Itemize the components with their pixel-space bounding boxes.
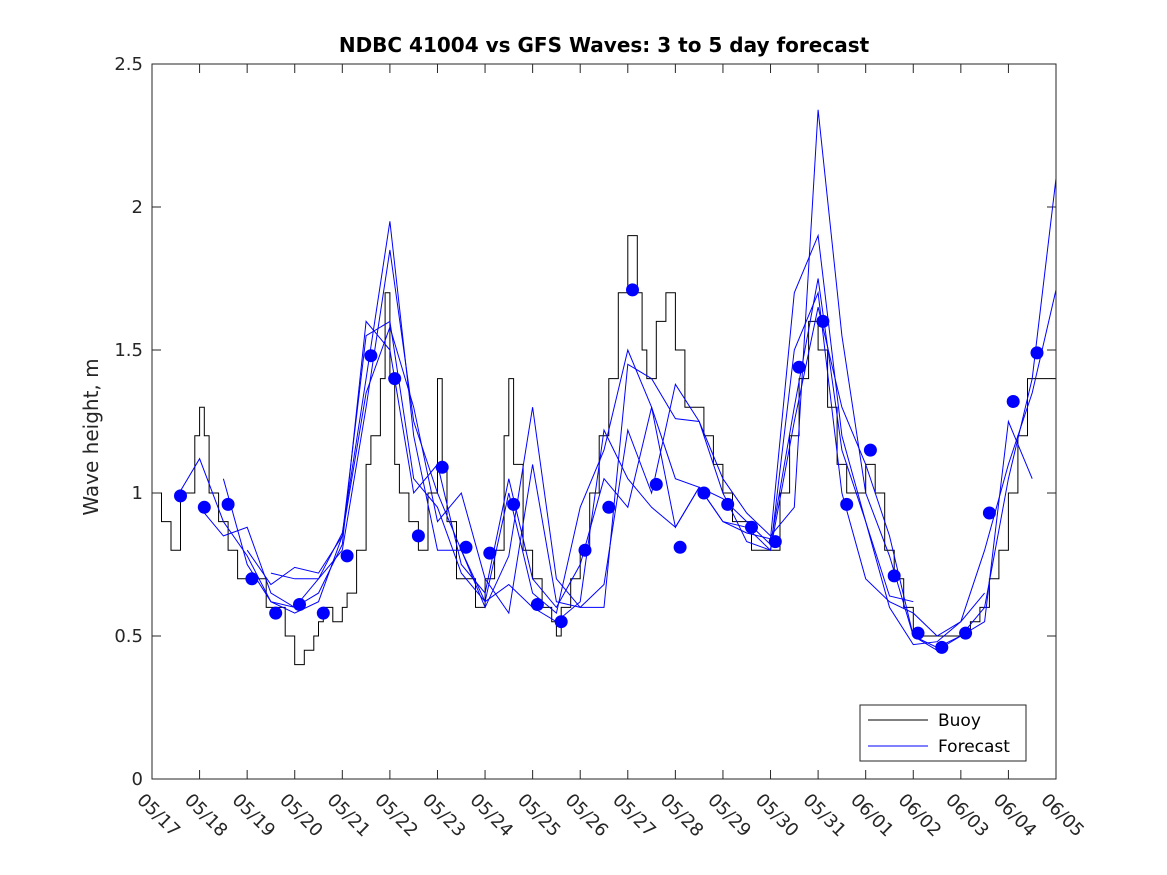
x-tick-label: 05/20 <box>275 790 327 842</box>
axes-layer <box>151 63 1057 780</box>
forecast-point <box>459 540 473 554</box>
x-tick-label: 05/31 <box>799 790 851 842</box>
forecast-point <box>673 540 687 554</box>
x-tick-label: 05/19 <box>228 790 280 842</box>
forecast-point <box>269 606 283 620</box>
forecast-point <box>1006 395 1020 408</box>
x-tick-label: 05/17 <box>132 790 184 842</box>
x-tick-label: 05/24 <box>466 790 518 842</box>
forecast-line-4 <box>222 290 985 637</box>
y-tick-label: 0.5 <box>114 626 143 647</box>
x-tick-label: 05/25 <box>513 790 565 842</box>
forecast-point <box>792 360 806 374</box>
forecast-point <box>649 477 663 491</box>
forecast-point <box>982 506 996 520</box>
forecast-point <box>174 489 187 503</box>
forecast-point <box>935 640 949 654</box>
chart-title: NDBC 41004 vs GFS Waves: 3 to 5 day fore… <box>339 33 870 57</box>
forecast-point <box>959 626 973 640</box>
forecast-point <box>293 598 306 611</box>
y-tick-label: 0 <box>132 769 143 790</box>
forecast-point <box>816 314 830 328</box>
legend-forecast-label: Forecast <box>938 737 1010 757</box>
forecast-line-5 <box>246 306 1033 651</box>
x-tick-label: 05/26 <box>561 790 613 842</box>
forecast-point <box>316 606 330 620</box>
forecast-point <box>721 497 735 511</box>
x-tick-label: 06/03 <box>941 790 993 842</box>
forecast-point <box>602 500 616 514</box>
x-tick-label: 05/27 <box>608 790 660 842</box>
forecast-point <box>530 598 544 611</box>
x-tick-label: 06/02 <box>894 790 946 842</box>
forecast-point <box>364 349 378 363</box>
forecast-point <box>483 546 497 560</box>
forecast-point <box>245 572 259 586</box>
x-tick-label: 05/28 <box>656 790 708 842</box>
x-tick-label: 06/05 <box>1036 790 1088 842</box>
forecast-point <box>863 443 877 457</box>
forecast-line-3 <box>199 109 1057 648</box>
forecast-point <box>197 500 211 514</box>
marker-layer <box>174 283 1044 654</box>
forecast-point <box>697 486 711 500</box>
forecast-point <box>768 535 782 549</box>
plot-frame <box>151 63 1057 780</box>
y-tick-label: 2 <box>132 197 143 218</box>
buoy-line <box>152 235 1056 666</box>
x-tick-label: 05/22 <box>370 790 422 842</box>
y-tick-label: 1 <box>132 483 143 504</box>
y-tick-label: 1.5 <box>114 340 143 361</box>
legend-buoy-label: Buoy <box>938 711 981 731</box>
forecast-point <box>887 569 901 583</box>
forecast-point <box>745 520 758 534</box>
forecast-point <box>554 615 568 629</box>
forecast-point <box>1030 346 1044 360</box>
forecast-point <box>840 497 854 511</box>
forecast-point <box>435 460 449 474</box>
forecast-point <box>388 372 402 386</box>
forecast-point <box>340 549 354 563</box>
y-tick-label: 2.5 <box>114 54 143 75</box>
legend-box <box>859 704 1027 762</box>
forecast-point <box>507 497 521 511</box>
legend: Buoy Forecast <box>859 704 1027 762</box>
y-axis-label: Wave height, m <box>79 358 103 515</box>
x-tick-label: 06/01 <box>846 790 898 842</box>
x-tick-label: 05/29 <box>703 790 755 842</box>
x-tick-label: 05/23 <box>418 790 470 842</box>
forecast-point <box>578 543 592 557</box>
forecast-point <box>221 497 235 511</box>
forecast-line-6 <box>270 221 914 623</box>
series-layer <box>152 109 1057 666</box>
forecast-point <box>411 529 425 543</box>
x-tick-label: 05/18 <box>180 790 232 842</box>
x-tick-label: 06/04 <box>989 790 1041 842</box>
forecast-point <box>626 283 639 297</box>
x-tick-label: 05/30 <box>751 790 803 842</box>
x-tick-label: 05/21 <box>323 790 375 842</box>
forecast-point <box>911 626 925 640</box>
forecast-line-2 <box>175 233 1057 646</box>
